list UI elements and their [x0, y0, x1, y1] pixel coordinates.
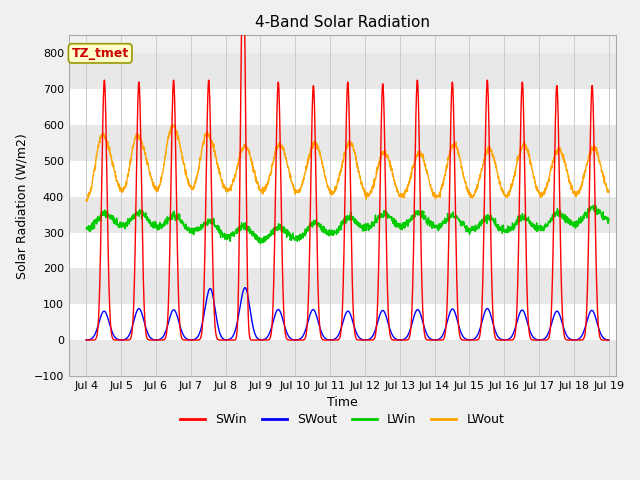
SWout: [559, 322, 566, 328]
Bar: [68, 197, 616, 232]
Bar: [68, 304, 616, 340]
Bar: [68, 232, 616, 268]
LWin: [83, 226, 90, 231]
LWin: [591, 202, 598, 208]
LWout: [168, 122, 175, 128]
Legend: SWin, SWout, LWin, LWout: SWin, SWout, LWin, LWout: [175, 408, 509, 431]
SWout: [241, 285, 249, 290]
LWin: [573, 221, 581, 227]
SWout: [83, 337, 90, 343]
SWout: [374, 319, 381, 324]
Text: TZ_tmet: TZ_tmet: [72, 47, 129, 60]
Bar: [68, 125, 616, 161]
SWin: [559, 322, 567, 328]
Line: SWout: SWout: [86, 288, 609, 340]
Bar: [68, 161, 616, 197]
Bar: [68, 340, 616, 376]
Line: LWout: LWout: [86, 125, 609, 201]
Bar: [68, 268, 616, 304]
LWout: [374, 166, 382, 171]
LWin: [559, 214, 566, 220]
Line: LWin: LWin: [86, 205, 609, 244]
LWin: [605, 217, 612, 223]
SWout: [228, 335, 236, 340]
SWin: [374, 285, 382, 290]
SWin: [254, 337, 262, 343]
LWout: [500, 189, 508, 194]
Bar: [68, 89, 616, 125]
SWin: [83, 337, 90, 343]
SWout: [499, 337, 507, 343]
SWin: [573, 337, 581, 343]
LWout: [228, 181, 236, 187]
LWout: [363, 191, 371, 197]
SWin: [500, 337, 508, 343]
SWout: [605, 337, 612, 343]
LWout: [559, 154, 567, 160]
LWin: [374, 213, 381, 219]
Y-axis label: Solar Radiation (W/m2): Solar Radiation (W/m2): [15, 133, 28, 278]
SWout: [573, 336, 581, 342]
SWin: [363, 337, 371, 343]
LWout: [573, 190, 581, 196]
LWout: [83, 198, 90, 204]
SWout: [363, 337, 371, 343]
SWin: [228, 337, 236, 343]
Title: 4-Band Solar Radiation: 4-Band Solar Radiation: [255, 15, 430, 30]
LWin: [363, 228, 371, 233]
LWin: [257, 241, 264, 247]
X-axis label: Time: Time: [327, 396, 358, 409]
LWin: [228, 230, 236, 236]
LWout: [605, 189, 612, 194]
SWin: [605, 337, 612, 343]
Bar: [68, 53, 616, 89]
LWout: [83, 198, 91, 204]
LWin: [499, 222, 507, 228]
Line: SWin: SWin: [86, 0, 609, 340]
